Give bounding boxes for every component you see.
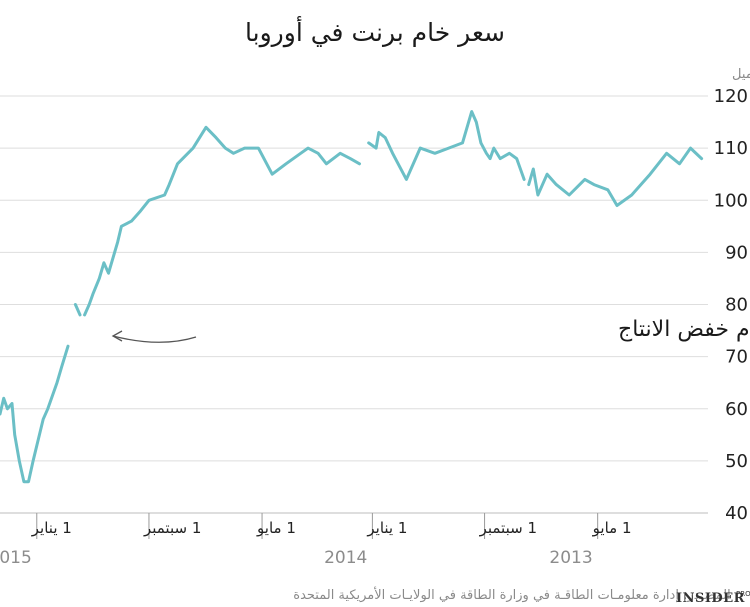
y-tick-label: 60	[725, 399, 748, 420]
y-tick-label: 110	[714, 138, 748, 159]
series-segment	[0, 344, 70, 484]
y-tick-label: 100	[714, 190, 748, 211]
opec-annotation: "أوبـك" قد قررت بعـدم خفض الانتاج	[111, 314, 750, 343]
y-tick-label: 50	[725, 451, 748, 472]
x-year-label: 2015	[0, 548, 32, 568]
y-tick-label: 90	[725, 242, 748, 263]
y-tick-label: 80	[725, 295, 748, 316]
x-axis-ticks: 1 مايو 1 سبتمبر 1 يناير 1 مايو 1 سبتمبر 1 ينا…	[0, 513, 632, 568]
series-segment	[83, 125, 361, 317]
brent-price-series	[0, 110, 704, 484]
annotation-arrow	[112, 335, 197, 343]
series-segment	[367, 110, 526, 181]
series-segment	[527, 146, 704, 207]
y-tick-label: 70	[725, 347, 748, 368]
chart-title: سعر خام برنت في أوروبا	[245, 15, 505, 48]
x-year-label: 2013	[549, 548, 592, 568]
y-axis-ticks: 40 50 60 70 80 90 100 110 120	[714, 86, 748, 524]
insider-pro-logo: INSIDER PRO	[676, 590, 750, 606]
x-tick-label: 1 سبتمبر	[143, 519, 201, 537]
x-tick-label: 1 سبتمبر	[479, 519, 537, 537]
x-year-label: 2014	[324, 548, 367, 568]
unit-label: دولار/ برميل	[732, 67, 750, 82]
logo-pro-text: PRO	[736, 590, 750, 598]
y-tick-label: 40	[725, 503, 748, 524]
x-tick-label: 1 يناير	[31, 519, 72, 537]
x-tick-label: 1 يناير	[366, 519, 407, 537]
annotation-arrowhead-icon	[111, 330, 123, 342]
logo-text: INSIDER	[676, 591, 745, 606]
series-segment	[73, 303, 82, 317]
x-tick-label: 1 مايو	[592, 519, 632, 537]
x-tick-label: 1 مايو	[256, 519, 296, 537]
gridlines	[0, 95, 708, 514]
y-tick-label: 120	[714, 86, 748, 107]
annotation-text: "أوبـك" قد قررت بعـدم خفض الانتاج	[618, 314, 750, 342]
source-text: المصـدر: إدارة معلومـات الطاقـة في وزارة…	[293, 586, 730, 603]
